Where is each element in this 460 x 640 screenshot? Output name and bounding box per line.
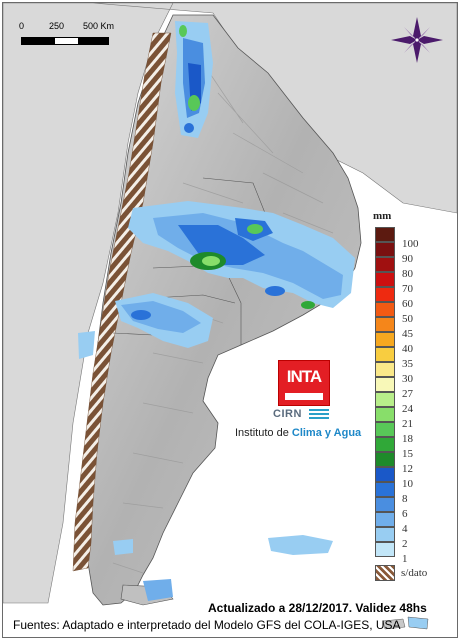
legend-label: 2 (402, 538, 408, 550)
inta-logo: INTA (278, 360, 330, 406)
updated-text: Actualizado a 28/12/2017. Validez 48hs (208, 601, 427, 615)
legend-label: 45 (402, 328, 413, 340)
scale-label-0: 0 (19, 21, 25, 31)
legend-label: 15 (402, 448, 413, 460)
legend-nodata-swatch (375, 565, 395, 581)
legend-swatch (375, 422, 395, 437)
compass-rose-icon (391, 17, 443, 63)
legend-label: 6 (402, 508, 408, 520)
legend-swatch (375, 227, 395, 242)
legend-label: 21 (402, 418, 413, 430)
islas-malvinas (382, 616, 429, 630)
legend-swatch (375, 272, 395, 287)
legend-swatch (375, 362, 395, 377)
legend-label: 90 (402, 253, 413, 265)
legend-nodata-label: s/dato (401, 567, 428, 579)
scale-bar (21, 37, 109, 45)
legend-swatch (375, 392, 395, 407)
sources-text: Fuentes: Adaptado e interpretado del Mod… (13, 618, 401, 632)
legend-label: 27 (402, 388, 413, 400)
legend-swatch (375, 497, 395, 512)
precipitation-areas (78, 21, 355, 601)
legend-label: 100 (402, 238, 419, 250)
legend-swatch (375, 287, 395, 302)
legend-swatch (375, 452, 395, 467)
institute-prefix: Instituto de (235, 427, 292, 439)
legend-swatch (375, 542, 395, 557)
scale-label-250: 250 (49, 21, 65, 31)
legend-swatch (375, 467, 395, 482)
institute-highlight: Clima y Agua (291, 427, 362, 439)
andes-nodata-strip (72, 32, 172, 572)
legend-label: 12 (402, 463, 413, 475)
legend-label: 18 (402, 433, 413, 445)
legend-swatch (375, 257, 395, 272)
legend-label: 24 (402, 403, 413, 415)
legend-unit: mm (373, 210, 392, 222)
legend-swatch (375, 347, 395, 362)
legend-label: 80 (402, 268, 413, 280)
legend-swatch (375, 527, 395, 542)
legend-label: 4 (402, 523, 408, 535)
argentina-precipitation-map (3, 3, 457, 630)
legend-label: 30 (402, 373, 413, 385)
legend-swatch (375, 302, 395, 317)
cirn-waves-icon (309, 409, 329, 421)
legend-swatch (375, 407, 395, 422)
inta-logo-text: INTA (286, 367, 322, 386)
legend-label: 40 (402, 343, 413, 355)
legend-label: 1 (402, 553, 408, 565)
legend-swatch (375, 377, 395, 392)
legend-label: 35 (402, 358, 413, 370)
legend-label: 70 (402, 283, 413, 295)
legend-swatch (375, 332, 395, 347)
legend-label: 10 (402, 478, 413, 490)
legend-swatch (375, 242, 395, 257)
legend-label: 50 (402, 313, 413, 325)
legend-swatch (375, 317, 395, 332)
legend-swatch (375, 512, 395, 527)
legend-label: 8 (402, 493, 408, 505)
institute-name: Instituto de Clima y Agua (235, 427, 361, 439)
legend-swatch (375, 482, 395, 497)
cirn-label: CIRN (273, 408, 302, 420)
scale-label-500: 500 Km (83, 21, 115, 31)
legend-label: 60 (402, 298, 413, 310)
legend-swatch (375, 437, 395, 452)
